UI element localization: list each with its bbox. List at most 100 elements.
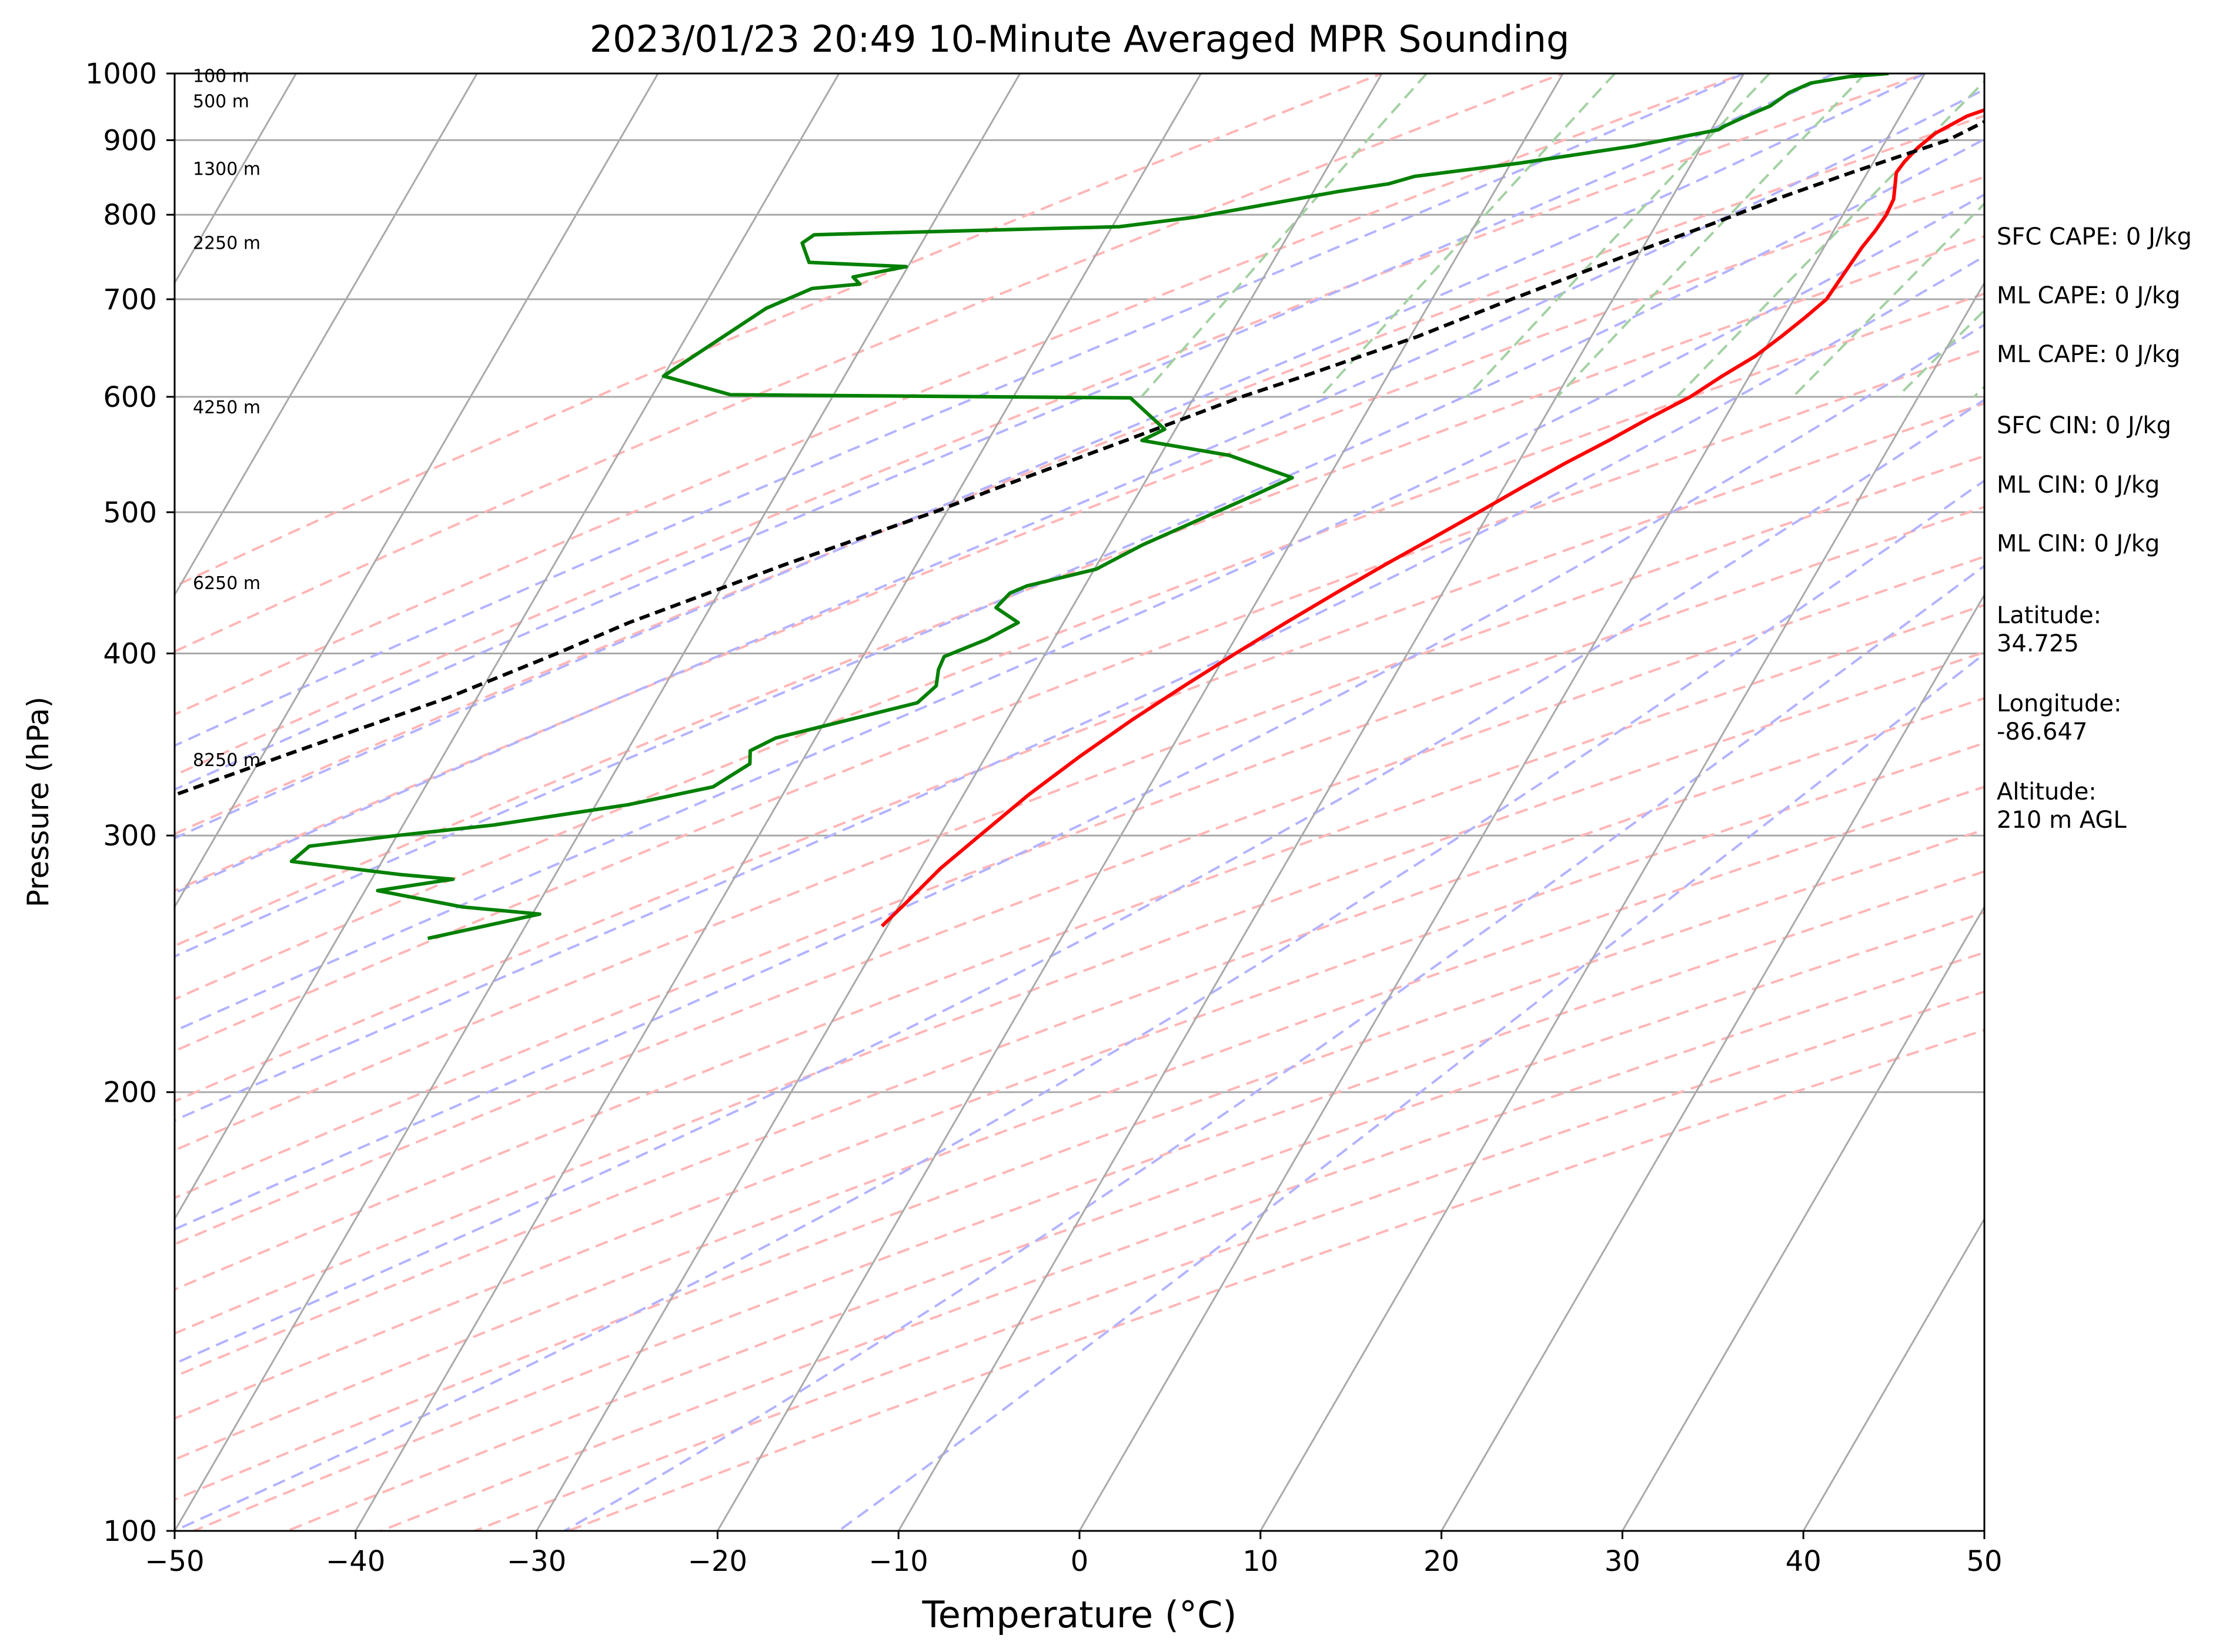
height-labels: 8250 m 6250 m 4250 m 2250 m 1300 m 500 m 100 m — [193, 66, 260, 771]
moist-adiabat — [175, 479, 1984, 1531]
y-tick-label: 200 — [103, 1076, 157, 1109]
dry-adiabat — [471, 990, 1984, 1531]
moist-adiabat — [175, 88, 1984, 895]
temperature-profile-line — [880, 108, 1984, 928]
x-tick-label: −40 — [326, 1545, 385, 1578]
height-label: 2250 m — [193, 233, 260, 253]
plot-frame — [173, 72, 1986, 1532]
x-tick-label: −10 — [869, 1545, 928, 1578]
dry-adiabat — [190, 870, 1984, 1531]
y-tick-label: 700 — [103, 283, 157, 316]
dry-adiabat — [175, 292, 1984, 1001]
height-label: 100 m — [193, 66, 249, 86]
longitude-value: -86.647 — [1997, 718, 2087, 745]
dry-adiabat — [175, 114, 1984, 835]
moist-adiabat — [175, 73, 1744, 747]
mixing-ratio-line — [1896, 309, 1984, 398]
x-axis-label: Temperature (°C) — [921, 1593, 1236, 1636]
x-tick-label: −20 — [688, 1545, 747, 1578]
isotherm — [175, 73, 1021, 1531]
sfc-cin-text: SFC CIN: 0 J/kg — [1997, 412, 2171, 439]
y-tick-label: 600 — [103, 381, 157, 414]
isotherm — [175, 73, 840, 1221]
dry-adiabat — [175, 235, 1984, 947]
isotherm — [1622, 905, 1984, 1531]
moist-adiabat — [175, 323, 1984, 1231]
isotherm — [1259, 281, 1984, 1531]
mixing-ratio-line — [1676, 79, 1984, 398]
dry-adiabat — [175, 555, 1984, 1246]
y-tick-label: 100 — [103, 1515, 157, 1548]
isotherm — [0, 73, 115, 1531]
dry-adiabat — [175, 73, 1566, 653]
isotherm — [536, 73, 1383, 1531]
dry-adiabat — [175, 73, 1928, 777]
x-tick-label: 20 — [1423, 1545, 1459, 1578]
data-series — [175, 73, 1984, 941]
y-tick-label: 900 — [103, 124, 157, 157]
mixing-ratio-line — [1792, 202, 1984, 398]
x-tick-label: −30 — [507, 1545, 566, 1578]
height-label: 8250 m — [193, 750, 260, 771]
dry-adiabat — [284, 911, 1984, 1531]
dry-adiabat — [175, 785, 1984, 1461]
x-tick-label: 40 — [1786, 1545, 1821, 1578]
dry-adiabat — [175, 604, 1984, 1291]
mixing-ratio-line — [1556, 73, 1867, 398]
dry-adiabat — [175, 651, 1984, 1335]
x-tick-label: 0 — [1071, 1545, 1089, 1578]
latitude-value: 34.725 — [1997, 630, 2079, 657]
dry-adiabat — [175, 348, 1984, 1052]
height-label: 6250 m — [193, 573, 260, 594]
isotherm — [1440, 593, 1984, 1531]
x-tick-label: 10 — [1242, 1545, 1278, 1578]
dry-adiabat — [175, 697, 1984, 1378]
parcel-path-line — [175, 119, 1984, 797]
background-reference-lines — [0, 73, 1984, 1531]
moist-adiabat — [175, 255, 1984, 1122]
y-tick-label: 300 — [103, 820, 157, 852]
dry-adiabat — [175, 506, 1984, 1199]
isotherm — [175, 73, 478, 597]
sounding-info-panel: SFC CAPE: 0 J/kg ML CAPE: 0 J/kg ML CAPE… — [1997, 223, 2192, 834]
y-tick-label: 1000 — [85, 58, 157, 91]
dry-adiabat — [175, 741, 1984, 1420]
axis-ticks: −50 −40 −30 −20 −10 0 10 20 30 40 50 100 200 300 400 50… — [85, 58, 2003, 1578]
sfc-cape-text: SFC CAPE: 0 J/kg — [1997, 223, 2192, 250]
moist-adiabat — [175, 193, 1984, 1032]
moist-adiabat — [175, 73, 1926, 840]
ml-cape-text: ML CAPE: 0 J/kg — [1997, 282, 2180, 309]
x-tick-label: 30 — [1605, 1545, 1640, 1578]
dry-adiabat — [175, 73, 1385, 588]
mixing-ratio-line — [1319, 73, 1616, 398]
latitude-label: Latitude: — [1997, 602, 2101, 629]
y-tick-label: 800 — [103, 199, 157, 232]
x-tick-label: −50 — [145, 1545, 204, 1578]
moist-adiabat — [563, 564, 1984, 1531]
dry-adiabat — [175, 402, 1984, 1103]
height-label: 500 m — [193, 91, 249, 112]
mixing-ratio-line — [1466, 73, 1771, 398]
altitude-value: 210 m AGL — [1997, 807, 2127, 834]
isotherm — [175, 73, 659, 909]
mixing-ratio-line — [1140, 73, 1428, 398]
isotherm — [355, 73, 1202, 1531]
moist-adiabat — [175, 73, 1835, 791]
isotherm — [897, 73, 1745, 1531]
y-tick-label: 500 — [103, 496, 157, 529]
chart-title: 2023/01/23 20:49 10-Minute Averaged MPR … — [590, 18, 1570, 61]
y-axis-label: Pressure (hPa) — [21, 697, 55, 908]
height-label: 1300 m — [193, 159, 260, 179]
dry-adiabat — [175, 454, 1984, 1152]
x-tick-label: 50 — [1966, 1545, 2002, 1578]
ml-cape-text-2: ML CAPE: 0 J/kg — [1997, 341, 2180, 368]
ml-cin-text-2: ML CIN: 0 J/kg — [1997, 530, 2160, 557]
dry-adiabat — [175, 175, 1984, 892]
ml-cin-text: ML CIN: 0 J/kg — [1997, 471, 2160, 499]
height-label: 4250 m — [193, 397, 260, 418]
y-tick-label: 400 — [103, 637, 157, 670]
dewpoint-profile-line — [289, 73, 1889, 941]
dry-adiabat — [565, 1029, 1984, 1531]
altitude-label: Altitude: — [1997, 778, 2097, 805]
